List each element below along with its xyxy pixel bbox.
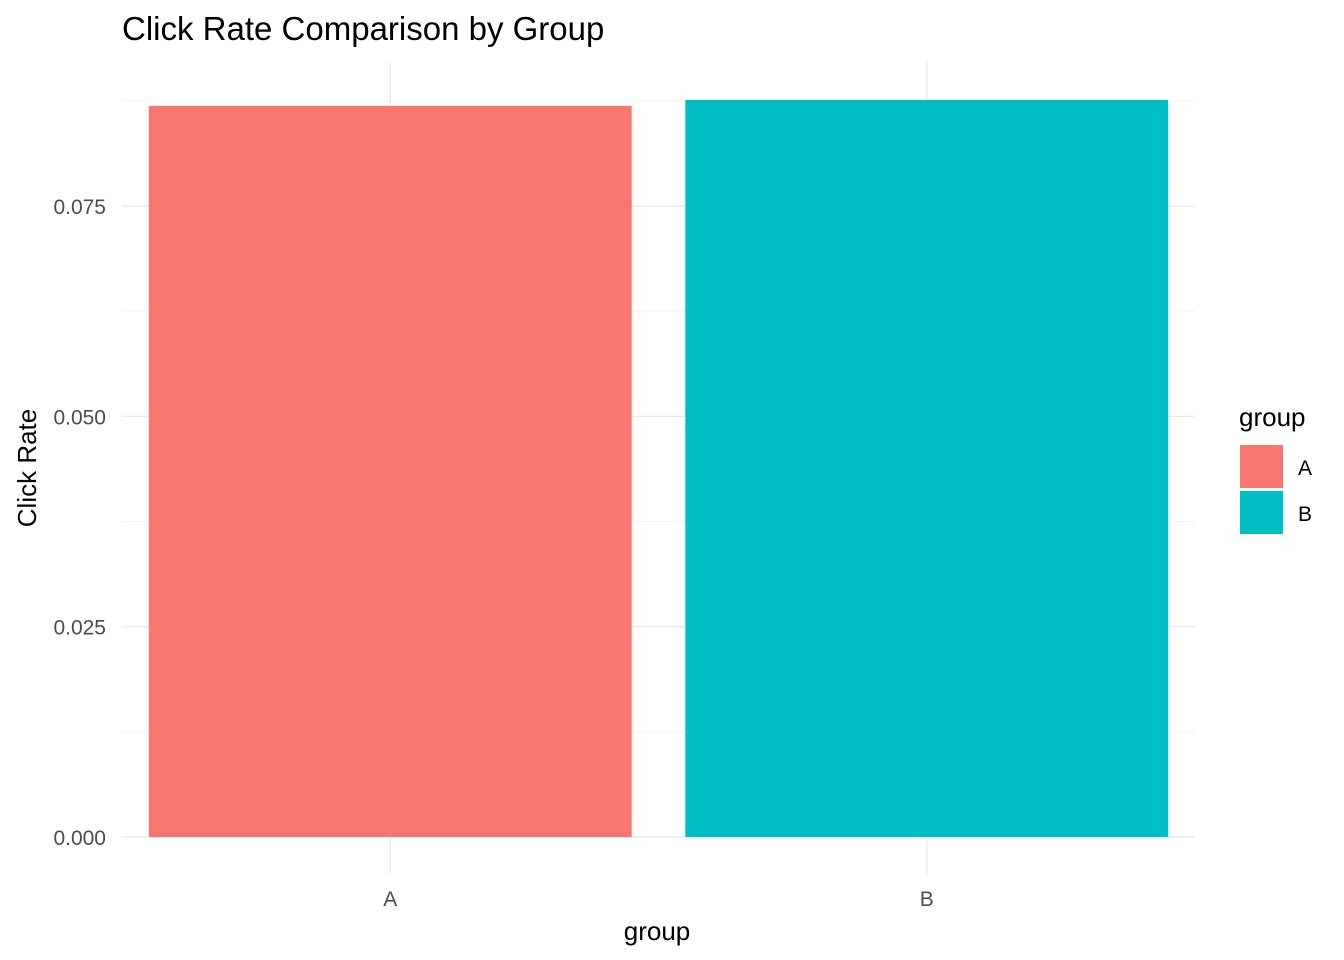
- legend-label-b: B: [1298, 503, 1312, 526]
- x-tick-label: A: [383, 888, 397, 911]
- legend: group AB: [1239, 402, 1312, 534]
- y-tick-label: 0.075: [53, 196, 106, 219]
- bar-b: [685, 100, 1169, 837]
- bar-a: [148, 105, 632, 837]
- legend-label-a: A: [1298, 457, 1312, 480]
- legend-swatch-b: [1240, 491, 1283, 534]
- bars: [148, 100, 1169, 837]
- y-axis-title: Click Rate: [12, 409, 42, 527]
- x-axis-title: group: [624, 916, 691, 946]
- legend-swatch-a: [1240, 445, 1283, 488]
- y-tick-label: 0.025: [53, 617, 106, 640]
- axes: 0.000 0.025 0.050 0.075 A B: [53, 196, 933, 911]
- x-tick-label: B: [920, 888, 934, 911]
- y-tick-label: 0.000: [53, 827, 106, 850]
- chart-title: Click Rate Comparison by Group: [122, 10, 604, 47]
- y-tick-label: 0.050: [53, 406, 106, 429]
- legend-title: group: [1239, 402, 1306, 432]
